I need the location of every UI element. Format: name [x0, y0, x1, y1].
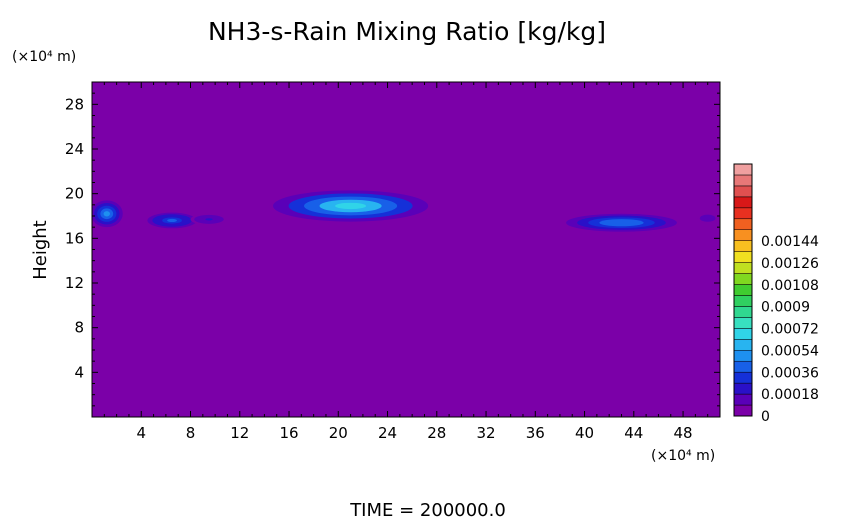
x-tick-label: 40 [575, 424, 594, 442]
colorbar-swatch [733, 404, 753, 417]
colorbar-swatch [733, 284, 753, 296]
region-contour [335, 202, 367, 210]
colorbar-swatch [733, 262, 753, 274]
y-axis-label: Height [30, 220, 51, 280]
colorbar-swatch [733, 229, 753, 241]
colorbar-label: 0.00126 [761, 256, 819, 272]
colorbar-swatch [733, 393, 753, 406]
data-region [147, 212, 197, 229]
region-contour [103, 211, 110, 217]
colorbar-swatch [733, 163, 753, 176]
x-tick-label: 48 [674, 424, 693, 442]
x-tick-label: 4 [136, 424, 146, 442]
data-region [273, 190, 429, 222]
y-tick-label: 12 [65, 274, 84, 292]
colorbar-label: 0.00036 [761, 365, 819, 381]
colorbar-swatch [733, 207, 753, 220]
region-contour [167, 218, 177, 223]
colorbar-swatch [733, 273, 753, 285]
colorbar-label: 0.00144 [761, 234, 819, 250]
y-tick-label: 4 [74, 363, 84, 381]
colorbar-swatch [733, 328, 753, 340]
colorbar-swatch [733, 174, 753, 187]
data-region [92, 200, 123, 228]
time-label: TIME = 200000.0 [349, 500, 506, 519]
colorbar-swatch [733, 196, 753, 209]
y-tick-label: 8 [74, 319, 84, 337]
colorbar-swatch [733, 306, 753, 318]
x-tick-label: 32 [476, 424, 495, 442]
colorbar-label: 0.00108 [761, 278, 819, 294]
colorbar-swatch [733, 317, 753, 329]
y-tick-label: 20 [65, 185, 84, 203]
plot-background [92, 82, 720, 417]
y-tick-label: 28 [65, 95, 84, 113]
x-tick-label: 8 [186, 424, 196, 442]
x-tick-label: 12 [230, 424, 249, 442]
colorbar-swatch [733, 360, 753, 373]
colorbar-swatch [733, 382, 753, 395]
colorbar-swatch [733, 240, 753, 252]
x-tick-label: 16 [279, 424, 298, 442]
x-tick-label: 36 [526, 424, 545, 442]
colorbar-label: 0.00018 [761, 387, 819, 403]
colorbar-frame [733, 163, 753, 417]
region-contour [610, 220, 633, 225]
data-region [566, 213, 677, 232]
colorbar-swatch [733, 185, 753, 198]
chart-title: NH3-s-Rain Mixing Ratio [kg/kg] [208, 17, 606, 46]
colorbar-swatch [733, 251, 753, 263]
colorbar-swatch [733, 350, 753, 362]
x-unit-label: (×10⁴ m) [651, 448, 715, 464]
colorbar-swatch [733, 371, 753, 384]
y-tick-label: 16 [65, 229, 84, 247]
colorbar-label: 0 [761, 409, 770, 425]
region-contour [705, 217, 710, 220]
plot-area [92, 82, 720, 417]
colorbar-label: 0.00054 [761, 343, 819, 359]
x-tick-label: 28 [427, 424, 446, 442]
x-tick-label: 24 [378, 424, 397, 442]
colorbar-label: 0.00072 [761, 322, 819, 338]
colorbar: 0 0.00018 0.00036 0.00054 0.00072 0.0009 0.001… [733, 163, 819, 425]
region-contour [205, 218, 213, 221]
data-region [697, 213, 718, 223]
data-region [190, 213, 228, 225]
x-tick-label: 44 [624, 424, 643, 442]
y-tick-label: 24 [65, 140, 84, 158]
colorbar-label: 0.0009 [761, 300, 810, 316]
y-unit-label: (×10⁴ m) [12, 49, 76, 65]
colorbar-swatch [733, 295, 753, 307]
colorbar-swatch [733, 339, 753, 351]
colorbar-swatch [733, 218, 753, 230]
x-tick-label: 20 [329, 424, 348, 442]
